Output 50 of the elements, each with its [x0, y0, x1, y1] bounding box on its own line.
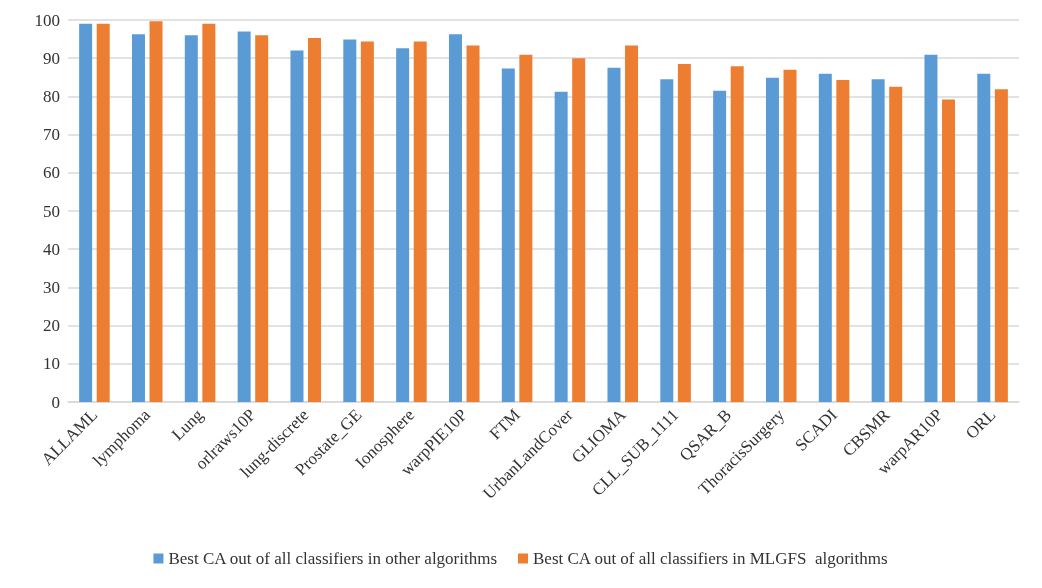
- bar: [818, 73, 832, 402]
- bar: [572, 58, 586, 402]
- bar: [202, 23, 216, 402]
- legend-label: Best CA out of all classifiers in other algorithms: [168, 549, 498, 568]
- bar: [765, 77, 779, 402]
- legend-label: Best CA out of all classifiers in MLGFS algorithms: [533, 549, 888, 568]
- y-tick-label: 50: [43, 201, 60, 221]
- bar: [836, 79, 850, 402]
- bar: [924, 54, 938, 402]
- bar: [713, 90, 727, 402]
- y-tick-label: 80: [43, 86, 60, 106]
- y-tick-label: 90: [43, 48, 60, 68]
- bar: [942, 99, 956, 402]
- bar: [96, 23, 110, 402]
- bar: [730, 66, 744, 402]
- y-tick-label: 20: [43, 316, 60, 336]
- bar: [519, 54, 533, 402]
- bar: [149, 21, 163, 402]
- bar: [625, 45, 639, 402]
- y-tick-label: 30: [43, 277, 60, 297]
- bar: [501, 68, 515, 402]
- y-tick-label: 100: [34, 10, 60, 30]
- bar: [396, 48, 410, 402]
- bar: [360, 41, 374, 402]
- bar: [413, 41, 427, 402]
- y-tick-label: 40: [43, 239, 60, 259]
- bar: [677, 63, 691, 402]
- bar: [783, 69, 797, 402]
- bar: [79, 23, 93, 402]
- y-tick-label: 0: [51, 392, 60, 412]
- bar: [237, 31, 251, 402]
- bar: [184, 35, 198, 402]
- bar: [871, 79, 885, 402]
- bar: [343, 39, 357, 402]
- bar: [554, 91, 568, 402]
- bar: [290, 50, 304, 402]
- bar: [448, 34, 462, 402]
- bar: [466, 45, 480, 402]
- bar: [660, 79, 674, 402]
- x-tick-label: ORL: [961, 405, 1000, 443]
- y-tick-label: 10: [43, 354, 60, 374]
- bar: [889, 86, 903, 402]
- bar: [308, 37, 322, 402]
- bar: [255, 35, 269, 402]
- bar: [977, 73, 991, 402]
- bar: [607, 67, 621, 402]
- bar: [131, 34, 145, 402]
- y-tick-label: 60: [43, 163, 60, 183]
- bar: [994, 89, 1008, 402]
- y-tick-label: 70: [43, 125, 60, 145]
